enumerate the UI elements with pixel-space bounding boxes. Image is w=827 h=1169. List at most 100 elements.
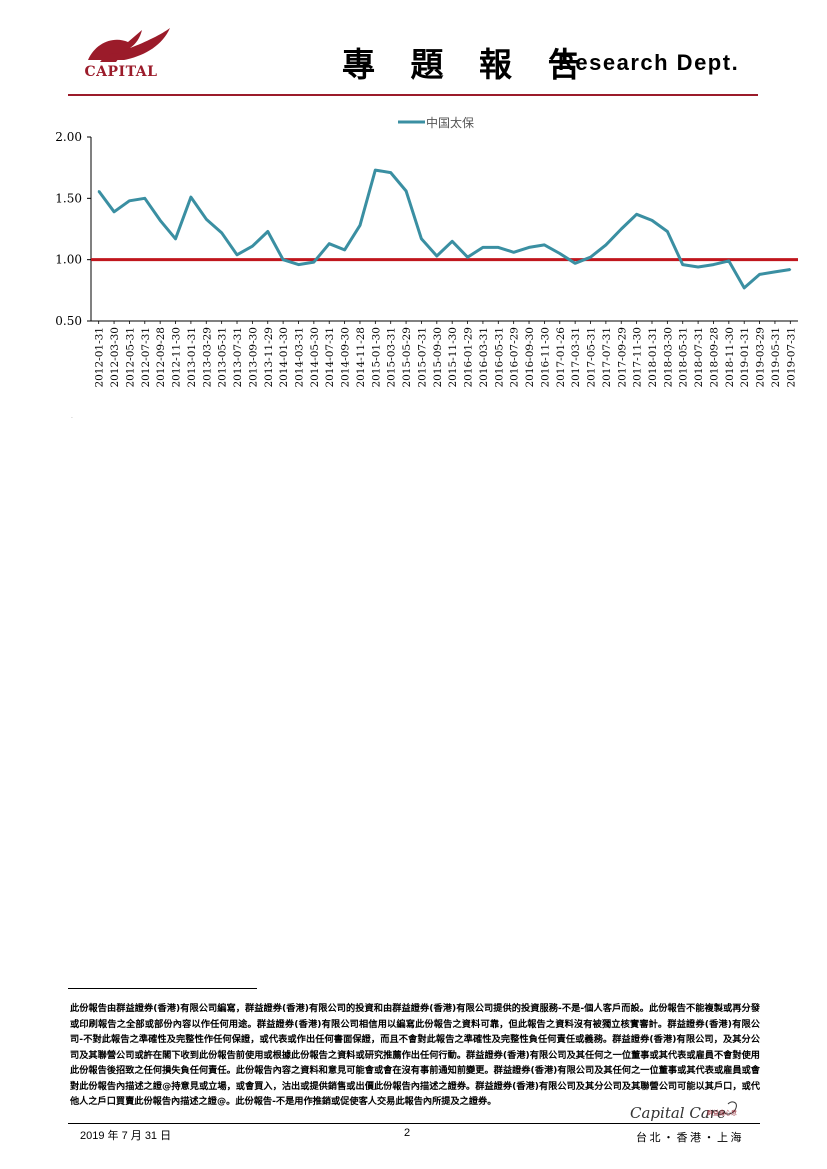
data-point	[512, 251, 515, 254]
x-tick-label: 2018-01-31	[647, 327, 659, 388]
chart-axes	[90, 137, 798, 322]
x-tick-label: 2017-03-31	[570, 327, 582, 388]
data-point	[282, 258, 285, 261]
data-point	[143, 197, 146, 200]
data-point	[297, 263, 300, 266]
data-point	[697, 266, 699, 268]
data-point	[604, 244, 607, 246]
data-point	[620, 228, 623, 230]
data-point	[451, 240, 454, 243]
data-point	[343, 248, 346, 251]
x-tick-label: 2013-05-31	[217, 327, 229, 388]
x-tick-label: 2015-01-30	[370, 327, 382, 388]
data-point	[589, 256, 592, 259]
series-line	[97, 168, 791, 290]
report-title: 專 題 報 告	[342, 45, 593, 84]
x-tick-label: 2018-11-30	[724, 327, 736, 388]
x-tick-label: 2012-01-31	[94, 327, 106, 388]
x-tick-label: 2018-09-28	[708, 327, 720, 388]
x-tick-label: 2016-09-30	[524, 327, 536, 388]
data-point	[389, 171, 392, 174]
data-point	[97, 190, 100, 192]
x-tick-label: 2012-03-30	[109, 327, 121, 388]
x-tick-label: 2019-07-31	[785, 327, 797, 388]
data-point	[236, 253, 238, 256]
capital-care-logo: Capital Care	[630, 1101, 737, 1122]
x-tick-label: 2015-03-31	[386, 327, 398, 388]
x-tick-label: 2012-05-31	[124, 327, 136, 388]
footer-cities: 台北・香港・上海	[636, 1131, 744, 1144]
x-tick-label: 2015-09-30	[432, 327, 444, 388]
data-point	[681, 263, 684, 266]
capital-logo	[88, 28, 170, 62]
header-divider	[68, 94, 758, 96]
data-point	[466, 256, 469, 259]
data-point	[435, 255, 438, 257]
data-point	[743, 286, 746, 289]
data-point	[528, 246, 530, 249]
x-tick-label: 2013-09-30	[247, 327, 259, 388]
data-point	[174, 237, 177, 240]
data-point	[359, 224, 361, 227]
data-point	[405, 190, 407, 192]
data-point	[205, 218, 208, 221]
svg-text:Capital Care: Capital Care	[630, 1104, 726, 1122]
line-chart: 0.501.001.502.00 2012-01-31 2012-03-30 201…	[55, 115, 798, 388]
x-tick-label: 2014-09-30	[340, 327, 352, 388]
x-tick-label: 2016-03-31	[478, 327, 490, 388]
x-tick-label: 2013-01-31	[186, 327, 198, 388]
disclaimer-text: 此份報告由群益證券(香港)有限公司編寫，群益證券(香港)有限公司的投資和由群益證…	[70, 1003, 760, 1107]
y-tick-label: 1.00	[55, 253, 82, 267]
x-tick-label: 2019-05-31	[770, 327, 782, 388]
x-tick-label: 2019-01-31	[739, 327, 751, 388]
data-point	[374, 169, 377, 172]
data-point	[190, 196, 192, 199]
chart-legend: 中国太保	[398, 115, 474, 130]
y-tick-label: 2.00	[55, 130, 82, 144]
data-point	[482, 246, 484, 249]
data-point	[727, 259, 730, 262]
data-point	[712, 263, 715, 266]
x-tick-label: 2018-07-31	[693, 327, 705, 388]
x-tick-label: 2017-11-30	[632, 327, 644, 388]
x-tick-label: 2014-05-30	[309, 327, 321, 388]
x-tick-label: 2017-07-31	[601, 327, 613, 388]
page-mark: .	[71, 413, 73, 420]
data-point	[635, 213, 638, 216]
x-tick-label: 2012-09-28	[155, 327, 167, 388]
data-point	[220, 231, 223, 234]
data-point	[651, 219, 653, 222]
data-point	[312, 261, 315, 264]
footnote-divider	[68, 988, 257, 989]
x-tick-label: 2014-03-31	[293, 327, 305, 388]
report-subtitle: Research Dept.	[558, 50, 740, 75]
legend-label: 中国太保	[426, 115, 474, 130]
x-tick-label: 2013-11-29	[263, 327, 275, 388]
x-tick-label: 2018-03-30	[662, 327, 674, 388]
x-tick-label: 2012-07-31	[140, 327, 152, 388]
x-tick-label: 2017-01-26	[555, 327, 567, 388]
data-point	[159, 219, 162, 222]
x-tick-label: 2015-07-31	[416, 327, 428, 388]
data-point	[574, 262, 577, 265]
capital-logo-text: CAPITAL	[84, 64, 158, 80]
page-number: 2	[404, 1127, 411, 1139]
x-tick-label: 2012-11-30	[171, 327, 183, 388]
data-point	[251, 245, 254, 248]
x-tick-label: 2016-05-31	[493, 327, 505, 388]
x-tick-label: 2014-11-28	[355, 327, 367, 388]
y-tick-label: 0.50	[55, 314, 82, 328]
data-point	[113, 210, 115, 213]
x-tick-label: 2013-03-29	[201, 327, 213, 388]
x-axis-ticks: 2012-01-31 2012-03-30 2012-05-31 2012-07-31…	[94, 321, 797, 388]
data-point	[543, 244, 546, 246]
data-point	[789, 268, 792, 271]
data-point	[666, 230, 669, 233]
x-tick-label: 2017-05-31	[586, 327, 598, 388]
series-layer	[97, 168, 792, 290]
x-tick-label: 2016-01-29	[463, 327, 475, 388]
x-tick-label: 2018-05-31	[678, 327, 690, 388]
data-point	[420, 237, 423, 240]
data-point	[328, 242, 331, 245]
y-axis-ticks: 0.50 1.00 1.50 2.00	[55, 130, 91, 328]
